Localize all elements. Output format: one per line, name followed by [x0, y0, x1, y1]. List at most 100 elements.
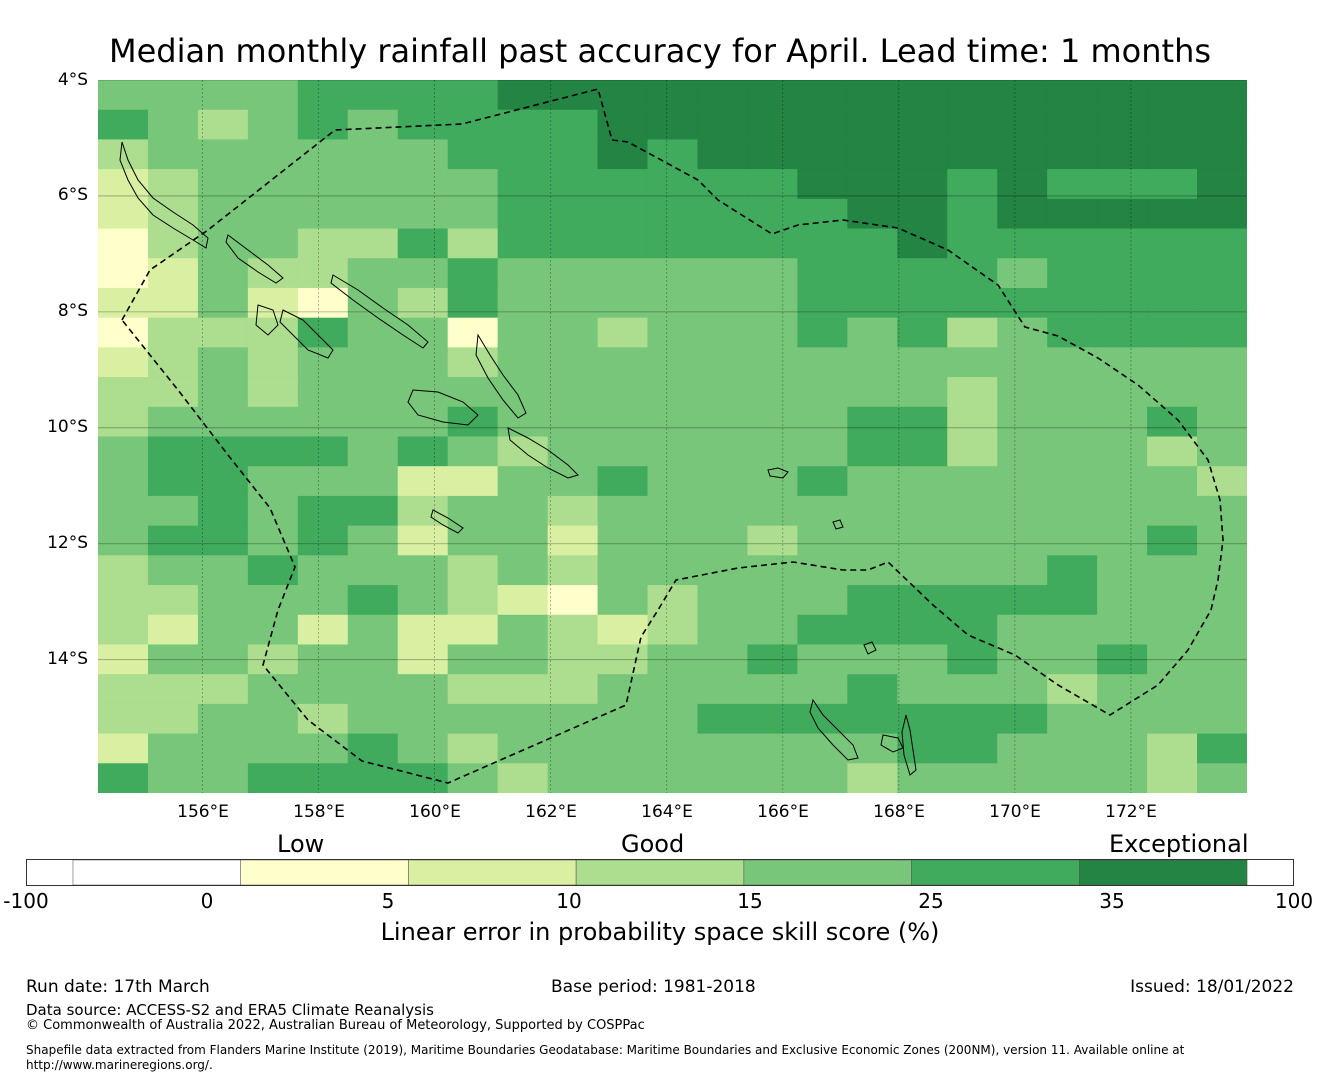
- grid-cell: [347, 347, 399, 378]
- grid-cell: [847, 287, 898, 319]
- copyright: © Commonwealth of Australia 2022, Austra…: [26, 1018, 645, 1033]
- grid-cell: [447, 377, 499, 408]
- grid-cell: [597, 525, 649, 556]
- grid-cell: [747, 258, 798, 289]
- cb-tick-25: 25: [918, 889, 944, 913]
- grid-cell: [1197, 674, 1247, 705]
- grid-cell: [647, 317, 699, 348]
- coastlines: [119, 141, 917, 776]
- grid-cell: [347, 466, 399, 497]
- grid-cell: [347, 674, 399, 705]
- grid-cell: [597, 436, 649, 467]
- grid-cell: [297, 703, 349, 735]
- grid-cell: [647, 614, 699, 646]
- grid-cell: [547, 258, 599, 289]
- grid-cell: [447, 406, 499, 438]
- grid-cell: [247, 703, 299, 735]
- grid-cell: [647, 644, 699, 675]
- skill-grid-cells: [98, 80, 1247, 793]
- grid-cell: [1147, 614, 1198, 646]
- grid-cell: [1097, 347, 1148, 378]
- grid-cell: [747, 466, 798, 497]
- grid-cell: [697, 109, 749, 141]
- cb-tick-10: 10: [556, 889, 582, 913]
- grid-cell: [597, 406, 649, 438]
- grid-cell: [1197, 763, 1247, 793]
- grid-cell: [647, 347, 699, 378]
- grid-cell: [297, 674, 349, 705]
- grid-cell: [597, 585, 649, 616]
- grid-cell: [397, 377, 449, 408]
- grid-cell: [197, 585, 249, 616]
- grid-cell: [647, 555, 699, 586]
- lon-label-170e: 170°E: [989, 802, 1041, 822]
- grid-cell: [347, 377, 399, 408]
- grid-cell: [1047, 555, 1098, 586]
- grid-cell: [1147, 763, 1198, 793]
- grid-cell: [597, 733, 649, 764]
- grid-cell: [947, 347, 998, 378]
- grid-cell: [147, 80, 199, 111]
- grid-cell: [947, 317, 998, 348]
- grid-cell: [447, 198, 499, 230]
- grid-cell: [747, 555, 798, 586]
- efate-island: [901, 714, 917, 776]
- grid-cell: [1047, 347, 1098, 378]
- grid-cell: [1197, 139, 1247, 170]
- grid-cell: [347, 555, 399, 586]
- grid-cell: [1097, 733, 1148, 764]
- grid-cell: [397, 525, 449, 556]
- grid-cell: [697, 317, 749, 348]
- grid-cell: [497, 198, 549, 230]
- grid-cell: [797, 109, 848, 141]
- grid-cell: [947, 585, 998, 616]
- grid-cell: [197, 674, 249, 705]
- grid-cell: [1147, 80, 1198, 111]
- grid-cell: [697, 703, 749, 735]
- grid-cell: [397, 80, 449, 111]
- grid-cell: [197, 198, 249, 230]
- grid-cell: [98, 763, 149, 793]
- grid-cell: [247, 644, 299, 675]
- grid-cell: [297, 228, 349, 259]
- malekula-island: [880, 734, 904, 753]
- grid-cell: [547, 198, 599, 230]
- grid-cell: [797, 585, 848, 616]
- grid-cell: [1097, 258, 1148, 289]
- grid-cell: [897, 525, 948, 556]
- grid-cell: [647, 733, 699, 764]
- grid-cell: [1097, 495, 1148, 527]
- grid-cell: [1147, 406, 1198, 438]
- grid-cell: [1097, 436, 1148, 467]
- grid-cell: [297, 347, 349, 378]
- grid-cell: [1147, 495, 1198, 527]
- grid-cell: [197, 347, 249, 378]
- grid-cell: [647, 495, 699, 527]
- grid-cell: [897, 644, 948, 675]
- grid-cell: [747, 644, 798, 675]
- grid-cell: [497, 555, 549, 586]
- grid-cell: [747, 674, 798, 705]
- grid-cell: [597, 703, 649, 735]
- lon-label-162e: 162°E: [525, 802, 577, 822]
- grid-cell: [197, 644, 249, 675]
- grid-cell: [1197, 80, 1247, 111]
- grid-cell: [997, 436, 1048, 467]
- grid-cell: [1047, 377, 1098, 408]
- grid-cell: [98, 525, 149, 556]
- grid-cell: [297, 763, 349, 793]
- grid-cell: [347, 406, 399, 438]
- grid-cell: [347, 703, 399, 735]
- grid-cell: [797, 674, 848, 705]
- grid-cell: [497, 495, 549, 527]
- grid-cell: [397, 614, 449, 646]
- grid-cell: [847, 763, 898, 793]
- grid-cell: [847, 466, 898, 497]
- grid-cell: [247, 198, 299, 230]
- new-georgia-group: [279, 309, 334, 359]
- grid-cell: [647, 674, 699, 705]
- grid-cell: [447, 614, 499, 646]
- grid-cell: [397, 585, 449, 616]
- grid-cell: [947, 169, 998, 200]
- grid-cell: [447, 585, 499, 616]
